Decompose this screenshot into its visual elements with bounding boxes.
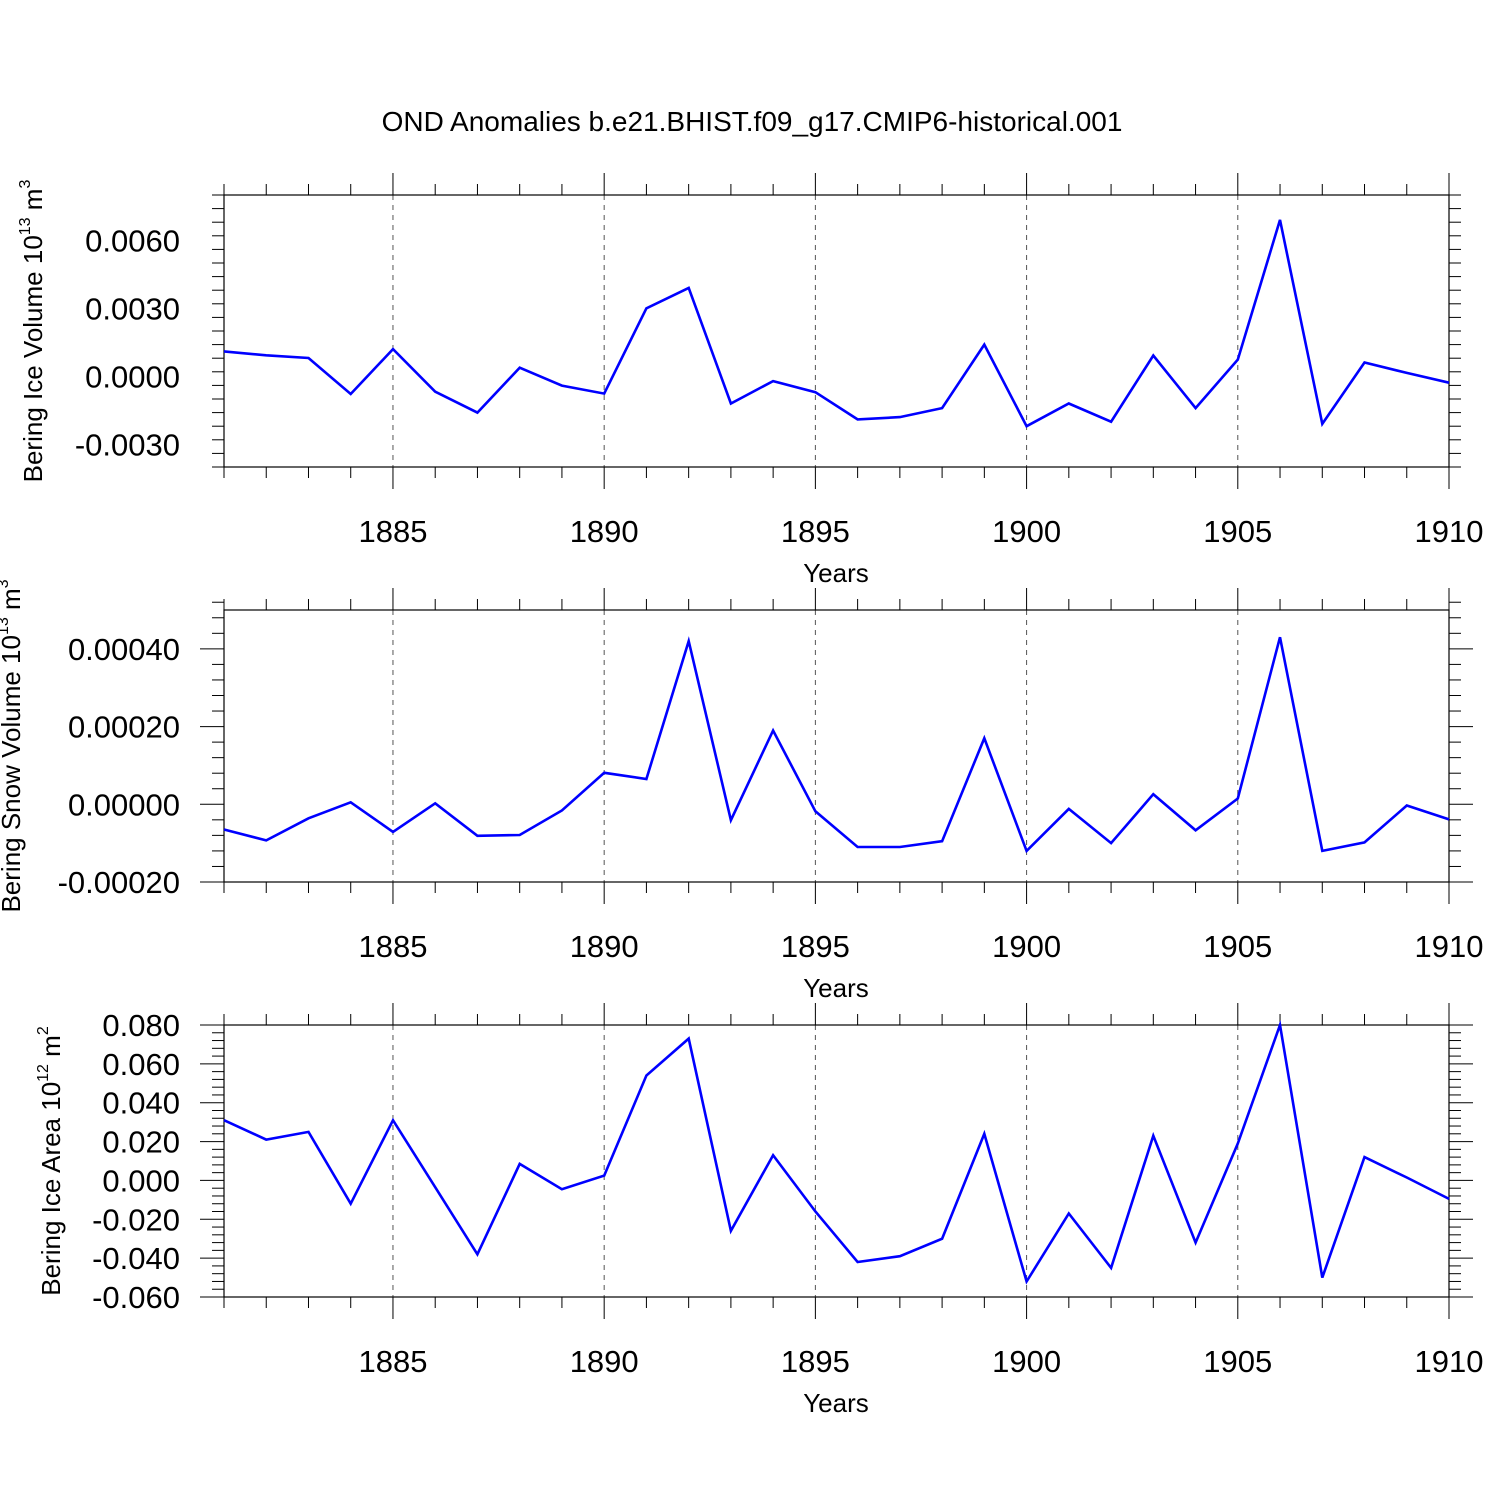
snow-volume-ylabel-unit-exp: 3 [0, 579, 12, 588]
chart-title: OND Anomalies b.e21.BHIST.f09_g17.CMIP6-… [382, 106, 1123, 137]
snow-volume-ylabel-exp: 13 [0, 617, 12, 635]
ice-area-ytick-label: 0.060 [102, 1047, 180, 1082]
snow-volume-ytick-label: 0.00020 [68, 710, 180, 745]
snow-volume-ytick-label: 0.00000 [68, 787, 180, 822]
ice-volume-ylabel: Bering Ice Volume 1013 m3 [17, 180, 48, 483]
snow-volume-ytick-label: -0.00020 [58, 865, 180, 900]
snow-volume-xtick-label: 1905 [1203, 929, 1272, 964]
ice-volume-ytick-label: 0.0000 [85, 359, 180, 394]
snow-volume-xtick-label: 1885 [358, 929, 427, 964]
ice-volume-ytick-label: 0.0030 [85, 291, 180, 326]
ice-area-ytick-label: -0.040 [92, 1241, 180, 1276]
snow-volume-xtick-label: 1895 [781, 929, 850, 964]
ice-area-xtick-label: 1900 [992, 1344, 1061, 1379]
ice-volume-ylabel-text: Bering Ice Volume 10 [18, 235, 48, 482]
snow-volume-xlabel: Years [803, 973, 869, 1003]
ice-volume-ylabel-unit-exp: 3 [17, 180, 34, 189]
ice-volume-xtick-label: 1910 [1415, 514, 1484, 549]
ice-volume-xtick-label: 1900 [992, 514, 1061, 549]
ice-volume-series-line [223, 219, 1450, 428]
ice-area-ylabel-unit-exp: 2 [35, 1026, 52, 1035]
ice-area-ytick-label: 0.020 [102, 1125, 180, 1160]
snow-volume-ylabel-text: Bering Snow Volume 10 [0, 635, 26, 913]
ice-volume-xtick-label: 1895 [781, 514, 850, 549]
snow-volume-ytick-label: 0.00040 [68, 632, 180, 667]
snow-volume-panel: Bering Snow Volume 1013 m3 Years -0.0002… [0, 579, 1483, 1003]
ice-area-series-line [223, 1019, 1450, 1285]
snow-volume-series-line [223, 636, 1450, 854]
ice-volume-ytick-label: -0.0030 [75, 427, 180, 462]
ice-area-xtick-label: 1885 [358, 1344, 427, 1379]
snow-volume-xtick-label: 1910 [1415, 929, 1484, 964]
ice-area-plot-frame [223, 1024, 1450, 1298]
ice-area-xlabel: Years [803, 1388, 869, 1418]
ice-volume-plot-frame [223, 194, 1450, 468]
ice-area-xtick-label: 1895 [781, 1344, 850, 1379]
ice-area-ytick-label: -0.020 [92, 1202, 180, 1237]
ice-volume-xtick-label: 1890 [570, 514, 639, 549]
ice-volume-panel: Bering Ice Volume 1013 m3 Years -0.0030 0… [17, 173, 1483, 588]
snow-volume-plot-frame [223, 609, 1450, 883]
snow-volume-ylabel-unit: m [0, 588, 26, 617]
ice-area-ylabel: Bering Ice Area 1012 m2 [35, 1026, 66, 1296]
ice-area-ytick-label: 0.080 [102, 1008, 180, 1043]
ice-volume-ytick-label: 0.0060 [85, 223, 180, 258]
ice-volume-ylabel-unit: m [18, 189, 48, 218]
ice-area-ytick-label: -0.060 [92, 1280, 180, 1315]
snow-volume-xtick-label: 1890 [570, 929, 639, 964]
snow-volume-xtick-label: 1900 [992, 929, 1061, 964]
ice-area-xtick-label: 1910 [1415, 1344, 1484, 1379]
ice-area-ylabel-exp: 12 [35, 1064, 52, 1082]
ice-volume-ylabel-exp: 13 [17, 217, 34, 235]
ice-volume-xtick-label: 1885 [358, 514, 427, 549]
ice-area-ytick-label: 0.000 [102, 1163, 180, 1198]
ice-area-ylabel-text: Bering Ice Area 10 [36, 1082, 66, 1296]
ice-volume-xlabel: Years [803, 558, 869, 588]
ice-area-ylabel-unit: m [36, 1035, 66, 1064]
snow-volume-ylabel: Bering Snow Volume 1013 m3 [0, 579, 26, 912]
ice-volume-xtick-label: 1905 [1203, 514, 1272, 549]
ice-area-panel: Bering Ice Area 1012 m2 Years -0.060 -0.0… [35, 1003, 1483, 1418]
ice-area-ytick-label: 0.040 [102, 1086, 180, 1121]
ice-area-xtick-label: 1905 [1203, 1344, 1272, 1379]
ice-area-xtick-label: 1890 [570, 1344, 639, 1379]
